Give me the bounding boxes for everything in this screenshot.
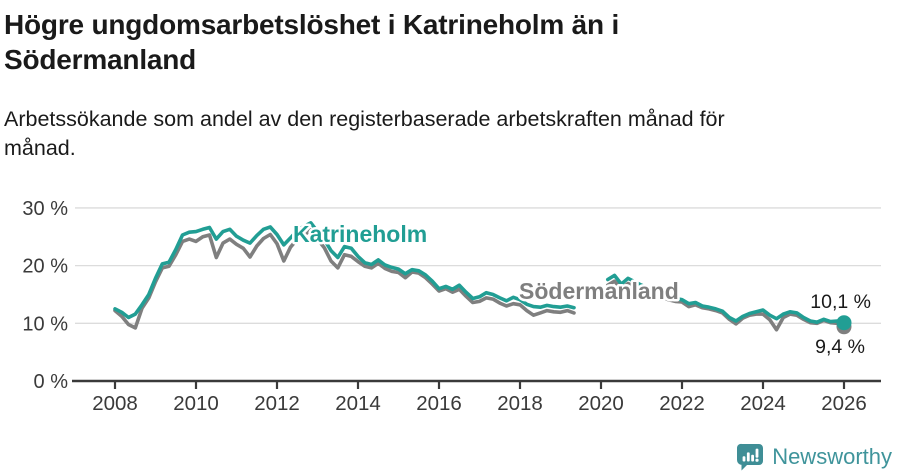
brand-name: Newsworthy <box>772 444 892 469</box>
end-value-label-södermanland: 9,4 % <box>815 336 865 358</box>
x-tick-label: 2014 <box>335 392 381 415</box>
page-title-line1: Högre ungdomsarbetslöshet i Katrineholm … <box>4 9 620 40</box>
newsworthy-attribution: Newsworthy <box>736 443 892 471</box>
y-tick-label: 0 % <box>34 371 69 393</box>
series-line-södermanland <box>113 228 846 332</box>
series-label-södermanland: Södermanland <box>519 278 679 304</box>
x-tick-label: 2020 <box>578 392 624 415</box>
series-line-katrineholm <box>113 221 846 325</box>
x-tick-label: 2012 <box>254 392 300 415</box>
end-value-label-katrineholm: 10,1 % <box>810 291 871 313</box>
x-tick-label: 2008 <box>92 392 138 415</box>
x-tick-label: 2016 <box>416 392 462 415</box>
y-tick-label: 10 % <box>22 313 68 335</box>
chart-subtitle-line1: Arbetssökande som andel av den registerb… <box>4 107 725 132</box>
chart-subtitle: Arbetssökande som andel av den registerb… <box>4 105 804 162</box>
y-tick-label: 20 % <box>22 256 68 278</box>
x-tick-label: 2022 <box>659 392 705 415</box>
newsworthy-logo-icon <box>737 443 764 471</box>
y-tick-label: 30 % <box>22 198 68 220</box>
x-tick-label: 2026 <box>821 392 867 415</box>
x-tick-label: 2010 <box>173 392 219 415</box>
page-title-line2: Södermanland <box>4 43 197 75</box>
series-label-katrineholm: Katrineholm <box>293 221 427 247</box>
end-dot-katrineholm <box>836 315 852 331</box>
speech-bubble-shape <box>737 443 764 471</box>
x-tick-label: 2018 <box>497 392 543 415</box>
chart-subtitle-line2: månad. <box>4 135 76 160</box>
mini-bar-chart-glyph <box>742 448 759 462</box>
end-dot-södermanland <box>836 319 852 335</box>
page-title: Högre ungdomsarbetslöshet i Katrineholm … <box>4 8 764 77</box>
x-tick-label: 2024 <box>740 392 786 415</box>
